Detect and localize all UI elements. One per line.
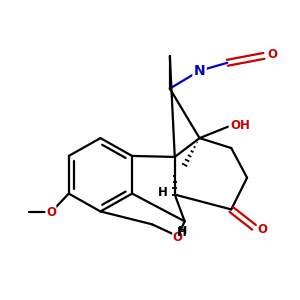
Text: O: O xyxy=(257,223,267,236)
Text: O: O xyxy=(46,206,56,219)
Text: OH: OH xyxy=(230,119,250,132)
Text: H: H xyxy=(177,226,187,239)
Text: OH: OH xyxy=(229,119,249,132)
Text: O: O xyxy=(173,231,183,244)
Text: H: H xyxy=(158,186,168,199)
Text: O: O xyxy=(268,48,278,62)
Text: N: N xyxy=(194,64,205,78)
Text: H: H xyxy=(178,226,187,236)
